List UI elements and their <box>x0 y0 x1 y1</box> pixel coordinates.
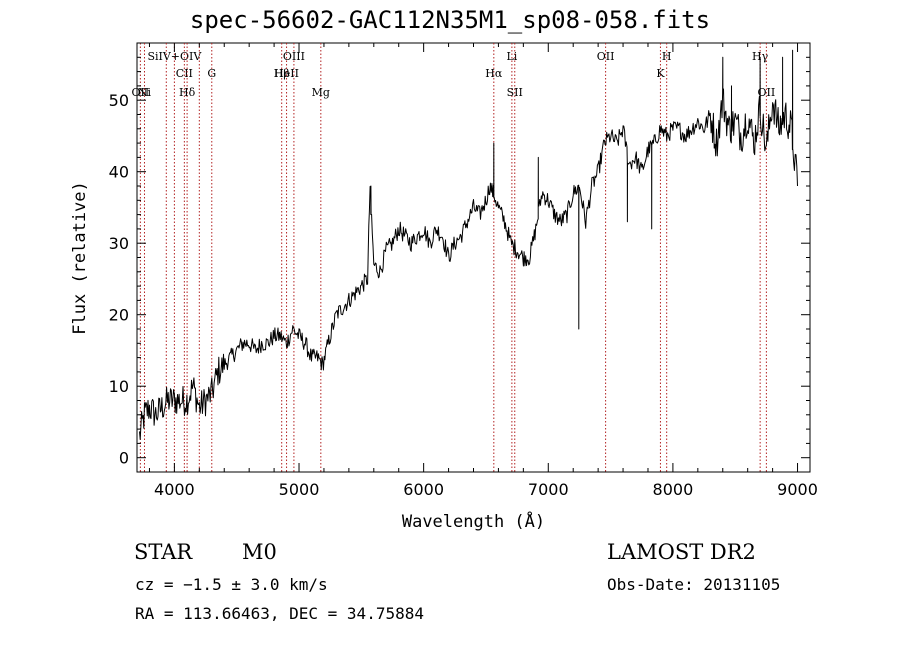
subclass: M0 <box>242 540 277 564</box>
spectral-line-label: Li <box>506 50 517 63</box>
spectrum-series <box>139 49 798 440</box>
spectrum-line <box>139 49 798 440</box>
x-tick-label: 8000 <box>653 480 694 499</box>
axis-ticks: 4000 5000 6000 7000 8000 9000 0 10 20 30 40 50 <box>109 42 818 499</box>
x-tick-label: 9000 <box>777 480 818 499</box>
y-tick-label: 10 <box>109 377 129 396</box>
y-tick-label: 0 <box>119 449 129 468</box>
x-tick-label: 6000 <box>403 480 444 499</box>
spectral-line-label: G <box>207 67 216 80</box>
spectral-line-label: HeII <box>274 67 299 80</box>
spectral-line-label: Mg <box>312 86 330 99</box>
observation-date: Obs-Date: 20131105 <box>607 575 781 594</box>
spectral-line-label: SII <box>507 86 523 99</box>
coordinates: RA = 113.66463, DEC = 34.75884 <box>135 604 424 623</box>
spectral-line-label: K <box>656 67 665 80</box>
y-tick-label: 30 <box>109 234 129 253</box>
spectral-line-label: Hβ <box>274 67 290 80</box>
spectral-line-label: SiIV+OIV <box>147 50 202 63</box>
spectral-line-label: Hγ <box>752 50 769 63</box>
y-tick-label: 20 <box>109 306 129 325</box>
spectral-line-label: OIII <box>283 50 305 63</box>
y-tick-label: 50 <box>109 91 129 110</box>
chart-title: spec-56602-GAC112N35M1_sp08-058.fits <box>189 6 711 34</box>
survey-name: LAMOST DR2 <box>607 540 756 564</box>
x-tick-label: 7000 <box>528 480 569 499</box>
spectral-line-label: Hδ <box>179 86 196 99</box>
spectral-line-label: Hα <box>485 67 503 80</box>
x-tick-label: 4000 <box>154 480 195 499</box>
y-tick-label: 40 <box>109 163 129 182</box>
redshift-cz: cz = −1.5 ± 3.0 km/s <box>135 575 328 594</box>
spectral-line-label: OII <box>597 50 615 63</box>
y-axis-label: Flux (relative) <box>70 181 90 335</box>
x-axis-label: Wavelength (Å) <box>401 512 546 532</box>
plot-frame <box>136 42 811 473</box>
spectral-line-label: OII <box>758 86 776 99</box>
plot-frame-group <box>136 42 811 473</box>
spectral-line-label: CII <box>176 67 193 80</box>
x-tick-label: 5000 <box>279 480 320 499</box>
spectral-line-label: H <box>662 50 672 63</box>
spectral-line-label: Ni <box>138 86 152 99</box>
object-type: STAR <box>134 540 193 564</box>
